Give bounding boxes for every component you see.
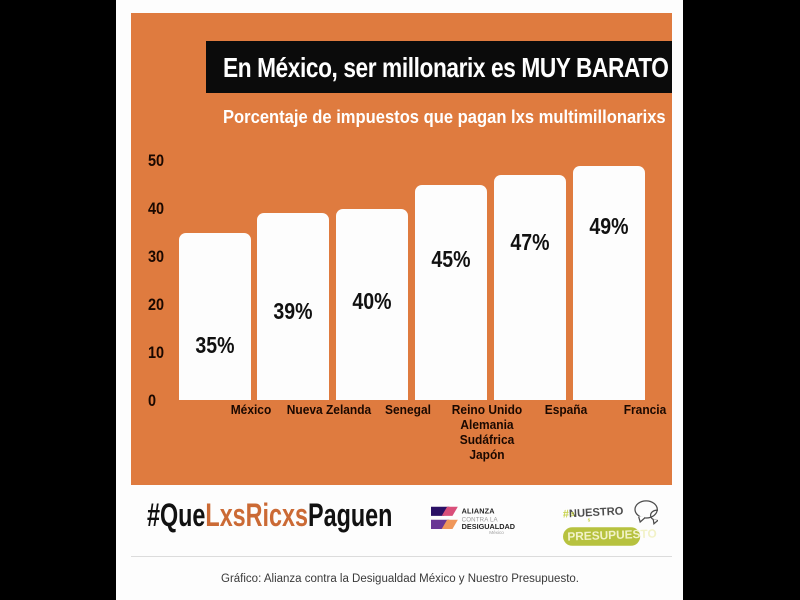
svg-text:México: México <box>489 530 504 535</box>
svg-text:DESIGUALDAD: DESIGUALDAD <box>462 522 515 531</box>
svg-text:$: $ <box>571 512 574 518</box>
svg-text:PRESUPUESTO: PRESUPUESTO <box>567 526 657 543</box>
svg-text:ALIANZA: ALIANZA <box>462 507 496 516</box>
